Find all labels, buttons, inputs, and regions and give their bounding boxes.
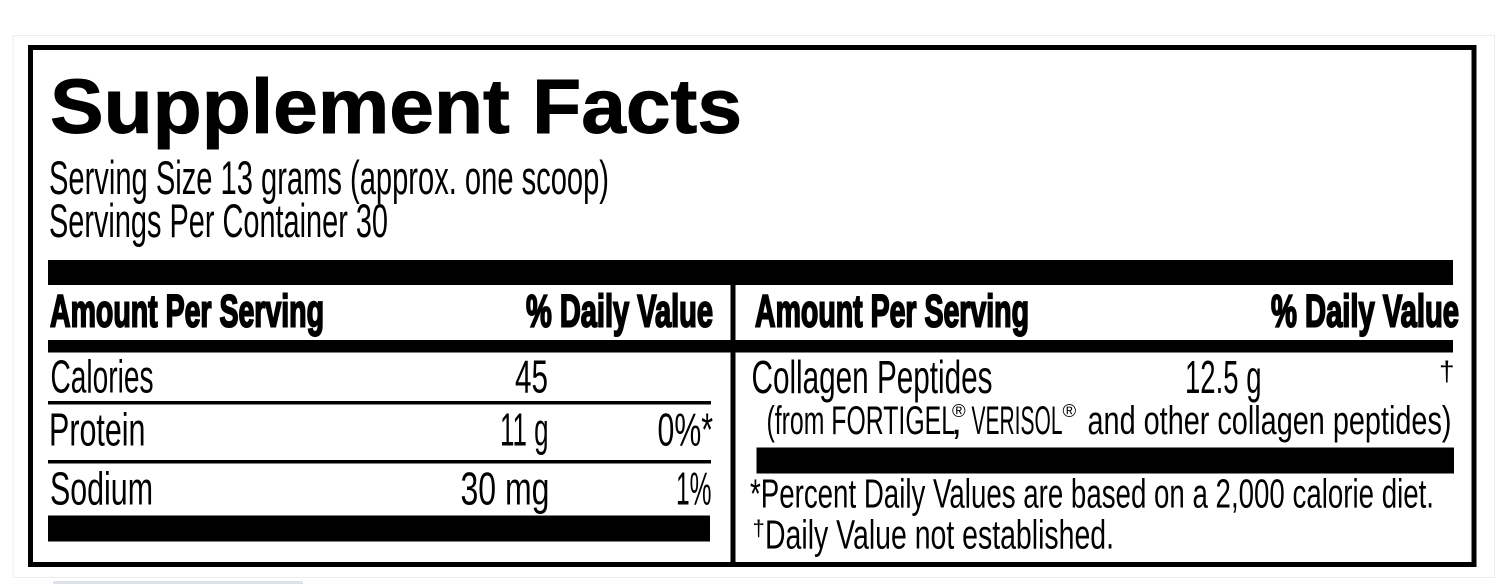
svg-text:®: ® [1063, 400, 1077, 421]
svg-text:Amount Per Serving: Amount Per Serving [755, 286, 1029, 337]
svg-text:0%*: 0%* [658, 404, 714, 456]
svg-text:Sodium: Sodium [50, 463, 153, 515]
svg-text:12.5 g: 12.5 g [1185, 351, 1262, 403]
svg-text:®: ® [952, 400, 966, 421]
svg-text:% Daily Value: % Daily Value [1271, 286, 1459, 337]
svg-text:Calories: Calories [51, 351, 154, 403]
svg-text:*Percent Daily Values are base: *Percent Daily Values are based on a 2,0… [750, 471, 1434, 517]
svg-text:45: 45 [515, 351, 548, 403]
svg-text:30 mg: 30 mg [461, 463, 550, 515]
svg-text:11 g: 11 g [500, 404, 549, 456]
svg-text:% Daily Value: % Daily Value [526, 286, 713, 337]
svg-text:†: † [1439, 356, 1455, 387]
svg-text:VERISOL: VERISOL [972, 399, 1063, 443]
svg-text:1%: 1% [676, 463, 712, 515]
svg-text:Protein: Protein [49, 404, 146, 456]
svg-text:Amount Per Serving: Amount Per Serving [50, 286, 324, 337]
svg-text:Daily Value not established.: Daily Value not established. [765, 512, 1114, 558]
svg-text:Serving Size 13 grams (approx.: Serving Size 13 grams (approx. one scoop… [49, 151, 609, 204]
svg-text:†: † [753, 516, 765, 541]
svg-text:Collagen Peptides: Collagen Peptides [752, 351, 993, 403]
svg-text:and other collagen peptides): and other collagen peptides) [1088, 399, 1452, 443]
svg-text:Supplement Facts: Supplement Facts [50, 64, 742, 150]
svg-text:(from FORTIGEL: (from FORTIGEL [767, 399, 956, 443]
svg-text:Servings Per Container 30: Servings Per Container 30 [49, 194, 388, 247]
svg-text:,: , [951, 399, 962, 443]
